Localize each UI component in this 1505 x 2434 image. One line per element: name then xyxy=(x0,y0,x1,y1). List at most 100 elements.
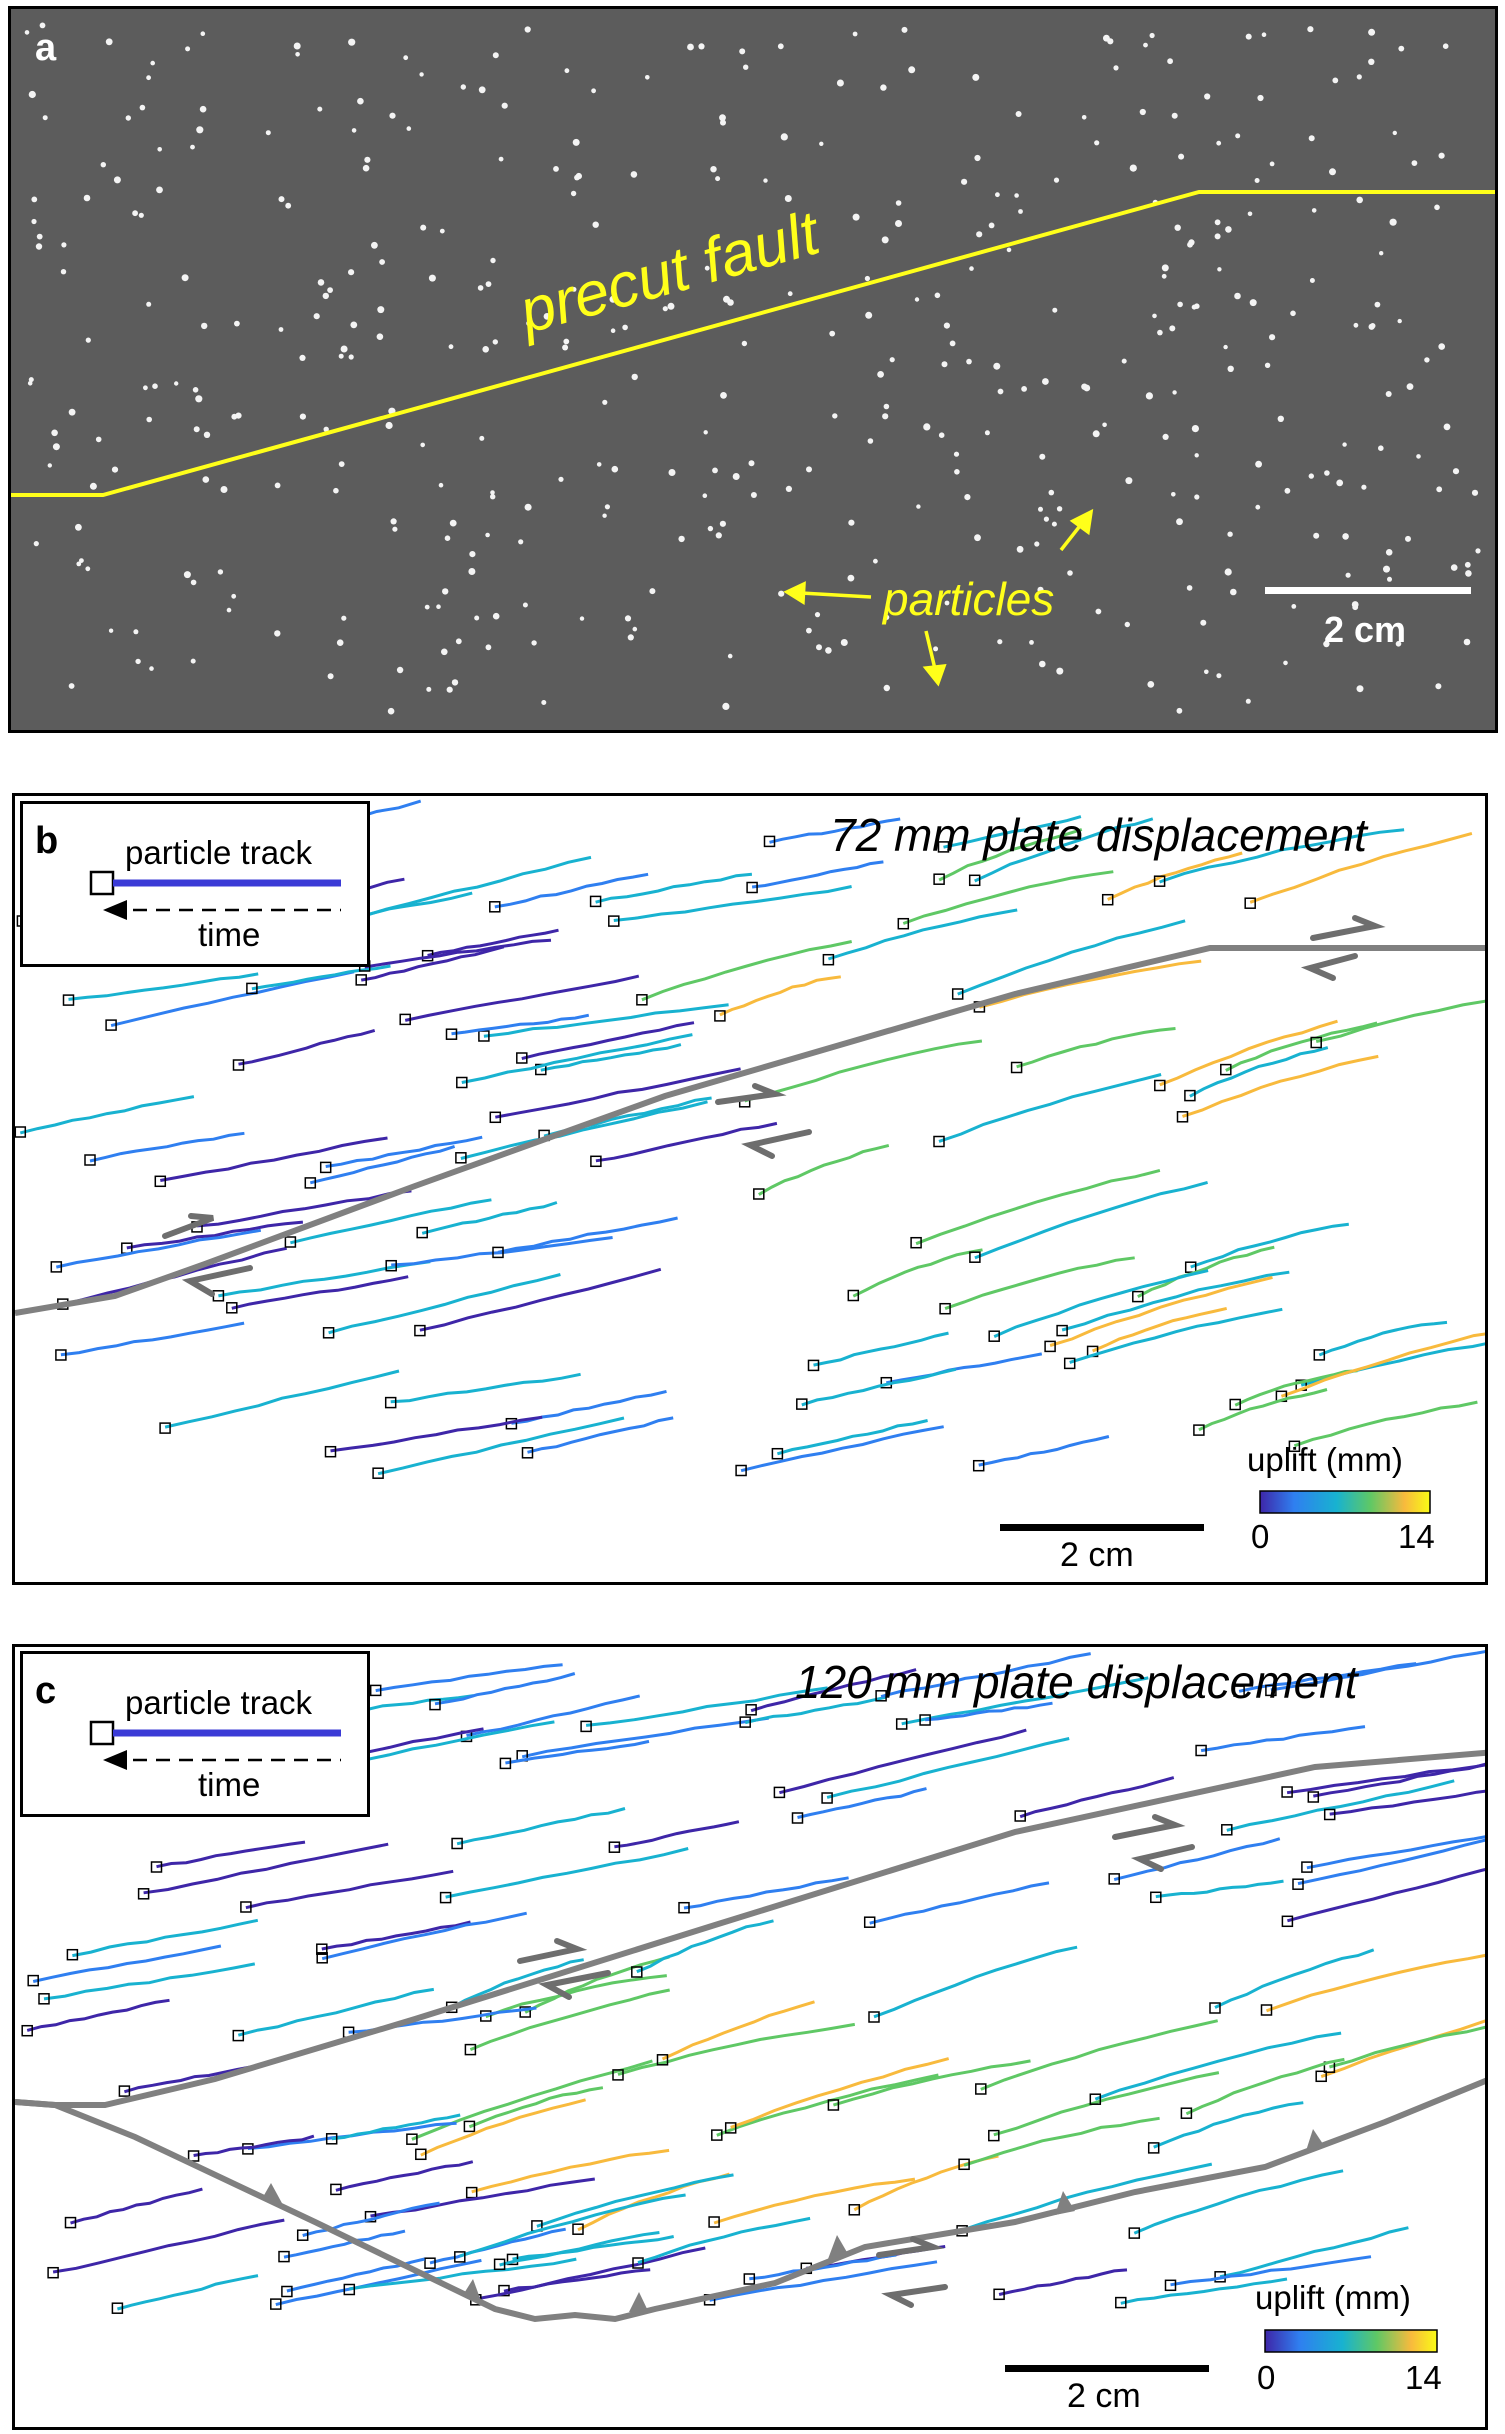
particle-track xyxy=(475,2246,706,2301)
particle-dot xyxy=(203,431,211,438)
particle-dot xyxy=(1029,640,1034,645)
particle-dot xyxy=(1356,685,1364,693)
particle-dot xyxy=(785,485,793,492)
particle-dot xyxy=(111,466,119,473)
particle-track xyxy=(521,1716,769,1759)
particle-dot xyxy=(396,666,404,674)
particle-dot xyxy=(723,295,730,303)
track-start-marker xyxy=(1044,1340,1056,1353)
track-start-marker xyxy=(1154,1079,1166,1092)
track-start-marker xyxy=(1195,1744,1207,1757)
track-start-marker xyxy=(1115,2296,1127,2309)
particle-dot xyxy=(1379,251,1384,256)
track-start-marker xyxy=(1292,1878,1304,1890)
particle-dot xyxy=(1048,489,1055,496)
particle-track xyxy=(330,1415,543,1453)
particle-dot xyxy=(1387,576,1392,582)
particle-dot xyxy=(1162,433,1169,440)
particle-track xyxy=(751,860,884,889)
particle-track xyxy=(869,1881,1050,1925)
particle-track xyxy=(1287,1867,1485,1923)
particle-dot xyxy=(1176,707,1183,714)
particle-dot xyxy=(75,523,82,531)
particle-dot xyxy=(1191,304,1197,310)
particle-track xyxy=(469,1988,671,2051)
particle-track xyxy=(377,1416,625,1476)
track-start-marker xyxy=(355,974,367,986)
particle-dot xyxy=(379,259,385,265)
track-start-marker xyxy=(745,1704,757,1716)
particle-dot xyxy=(192,387,199,393)
track-start-marker xyxy=(1313,1349,1326,1361)
particle-dot xyxy=(1214,233,1221,240)
legend-b-time-label: time xyxy=(198,916,261,953)
particle-dot xyxy=(68,683,75,689)
track-start-marker xyxy=(753,1188,765,1200)
track-start-marker xyxy=(958,2158,970,2171)
particle-dot xyxy=(574,174,580,181)
particle-track xyxy=(944,1256,1135,1311)
particle-dot xyxy=(570,190,577,197)
particle-tracks-c xyxy=(21,1650,1485,2314)
particle-track xyxy=(156,1840,306,1869)
particle-track xyxy=(238,1028,376,1066)
particle-dot xyxy=(777,43,784,50)
track-start-marker xyxy=(369,1684,382,1697)
particle-dot xyxy=(85,337,91,343)
track-start-marker xyxy=(364,2210,377,2223)
particle-dot xyxy=(278,196,285,203)
particle-dot xyxy=(1342,533,1349,540)
particle-dot xyxy=(720,119,726,126)
particle-dot xyxy=(406,126,412,131)
particle-track xyxy=(744,1695,886,1725)
track-start-marker xyxy=(118,2085,131,2097)
track-start-marker xyxy=(678,1901,690,1914)
particle-dot xyxy=(602,399,608,405)
particle-dot xyxy=(579,616,585,621)
particle-dot xyxy=(610,328,616,334)
particle-dot xyxy=(1214,219,1221,226)
track-start-marker xyxy=(445,1028,458,1040)
track-start-marker xyxy=(492,1246,504,1259)
particle-track xyxy=(938,828,1083,882)
track-start-marker xyxy=(969,1251,981,1263)
particle-track xyxy=(852,1248,983,1298)
track-start-marker xyxy=(187,2150,200,2162)
particle-dot xyxy=(1406,383,1414,390)
colorbar-c-max: 14 xyxy=(1405,2359,1442,2396)
particle-dot xyxy=(784,195,792,202)
track-start-marker xyxy=(993,2288,1005,2301)
particle-track xyxy=(1120,2277,1288,2305)
particle-dot xyxy=(1475,548,1481,554)
track-start-marker xyxy=(455,1152,467,1164)
particle-dot xyxy=(596,462,602,467)
particle-dot xyxy=(424,604,430,610)
particle-dot xyxy=(28,377,34,383)
particle-dot xyxy=(1129,164,1137,172)
track-start-marker xyxy=(499,1757,512,1770)
particle-track xyxy=(826,1737,1070,1799)
particle-dot xyxy=(1006,247,1012,253)
particle-track xyxy=(1092,1306,1228,1353)
particle-dot xyxy=(469,551,476,558)
particle-track xyxy=(485,1974,667,2019)
track-start-marker xyxy=(1176,1111,1189,1123)
particle-dot xyxy=(1323,640,1330,648)
track-start-marker xyxy=(493,2258,506,2271)
particle-track xyxy=(595,872,753,904)
particle-dot xyxy=(702,493,708,499)
particle-track xyxy=(471,2148,670,2194)
particle-dot xyxy=(52,443,60,451)
track-start-marker xyxy=(1233,1685,1245,1697)
particle-track xyxy=(1159,828,1405,884)
particle-dot xyxy=(707,525,714,532)
particle-dot xyxy=(482,346,490,353)
track-start-marker xyxy=(439,1891,452,1904)
particle-dot xyxy=(1188,239,1195,246)
particle-dot xyxy=(579,297,585,304)
particle-dot xyxy=(1255,460,1262,468)
particle-dot xyxy=(274,482,281,489)
particle-track xyxy=(1155,1879,1284,1899)
track-start-marker xyxy=(278,2250,290,2263)
particle-dot xyxy=(152,383,158,390)
